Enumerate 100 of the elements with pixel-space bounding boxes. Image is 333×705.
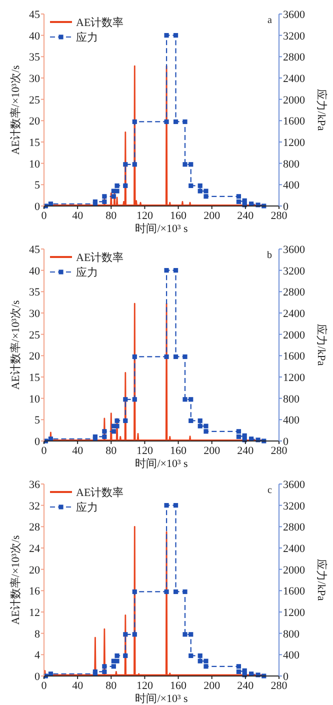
point <box>173 589 178 594</box>
y2-tick-label: 2000 <box>283 564 306 576</box>
point <box>114 658 120 664</box>
x-tick-label: 40 <box>72 445 84 457</box>
point <box>114 653 120 658</box>
point <box>204 188 208 194</box>
point <box>164 503 169 508</box>
x-tick-label: 80 <box>106 680 118 692</box>
y-tick-label: 20 <box>29 116 40 128</box>
point <box>188 397 194 402</box>
y2-axis-title: 应力/kPa <box>315 559 328 601</box>
y2-tick-label: 3200 <box>283 265 306 278</box>
point <box>198 658 202 664</box>
legend-label: 应力 <box>76 501 98 514</box>
point <box>114 188 120 194</box>
x-tick-label: 240 <box>237 445 254 457</box>
x-tick-label: 240 <box>237 210 254 222</box>
point <box>188 418 194 424</box>
point <box>182 119 188 124</box>
legend-label: 应力 <box>76 266 98 279</box>
point <box>102 194 107 199</box>
point <box>92 199 98 204</box>
y2-tick-label: 2800 <box>283 522 306 534</box>
y-axis-title: AE计数率/×10³次/s <box>9 300 22 390</box>
y-tick-label: 35 <box>29 52 40 64</box>
y2-axis-title: 应力/kPa <box>315 89 328 131</box>
point <box>164 268 169 273</box>
point <box>188 183 194 188</box>
point <box>182 354 188 360</box>
point <box>198 183 202 188</box>
y-tick-label: 28 <box>29 522 40 534</box>
point <box>236 434 242 440</box>
y2-tick-label: 400 <box>283 180 300 192</box>
y-tick-label: 10 <box>29 393 40 406</box>
point <box>204 664 208 669</box>
y2-tick-label: 2000 <box>283 329 306 342</box>
point <box>198 418 202 424</box>
y2-tick-label: 2000 <box>283 94 306 106</box>
point <box>188 632 194 637</box>
point <box>204 194 208 199</box>
y2-tick-label: 1600 <box>283 350 306 363</box>
annotation: b <box>267 250 272 261</box>
y-tick-label: 0 <box>34 201 40 213</box>
y-tick-label: 25 <box>29 329 40 342</box>
point <box>173 33 178 38</box>
y-tick-label: 36 <box>29 479 40 491</box>
point <box>173 268 178 273</box>
point <box>102 429 107 434</box>
point <box>111 194 116 199</box>
point <box>92 434 98 440</box>
point <box>132 589 137 594</box>
y2-tick-label: 800 <box>283 628 300 640</box>
point <box>114 424 120 428</box>
point <box>114 183 120 188</box>
y2-tick-label: 2800 <box>283 52 306 64</box>
y2-tick-label: 2400 <box>283 543 306 555</box>
legend-label: AE计数率 <box>76 16 124 29</box>
y-tick-label: 12 <box>29 607 40 619</box>
point <box>182 397 188 402</box>
x-tick-label: 280 <box>270 210 288 222</box>
x-tick-label: 200 <box>204 680 221 692</box>
point <box>236 669 242 674</box>
y-tick-label: 30 <box>29 73 40 85</box>
point <box>164 354 169 360</box>
point <box>132 632 137 637</box>
point <box>164 119 169 124</box>
legend-label: AE计数率 <box>76 251 124 264</box>
point <box>198 424 202 428</box>
y2-tick-label: 1600 <box>283 586 306 598</box>
y-tick-label: 25 <box>29 94 40 106</box>
y2-tick-label: 2400 <box>283 73 306 85</box>
annotation: c <box>268 485 273 496</box>
y-tick-label: 32 <box>29 500 40 512</box>
x-axis-title: 时间/×10³ s <box>135 692 188 705</box>
x-tick-label: 40 <box>72 210 84 222</box>
y2-tick-label: 2400 <box>283 308 306 320</box>
y-tick-label: 45 <box>29 244 40 256</box>
point <box>111 664 116 669</box>
point <box>132 119 137 124</box>
x-tick-label: 120 <box>136 210 154 222</box>
y-tick-label: 40 <box>29 30 40 42</box>
point <box>188 653 194 658</box>
point <box>188 162 194 167</box>
point <box>236 199 242 204</box>
point <box>236 194 242 199</box>
x-tick-label: 200 <box>204 445 221 457</box>
y-tick-label: 20 <box>29 350 40 363</box>
point <box>102 199 107 204</box>
y2-tick-label: 3200 <box>283 30 306 42</box>
legend-label: AE计数率 <box>76 486 124 499</box>
y-tick-label: 0 <box>34 436 40 448</box>
y-tick-label: 45 <box>29 9 40 21</box>
point <box>182 162 188 167</box>
y2-tick-label: 2800 <box>283 286 306 299</box>
point <box>198 653 202 658</box>
y2-tick-label: 0 <box>283 436 289 448</box>
point <box>236 429 242 434</box>
y2-axis-title: 应力/kPa <box>315 324 328 366</box>
point <box>92 669 98 674</box>
point <box>204 658 208 664</box>
